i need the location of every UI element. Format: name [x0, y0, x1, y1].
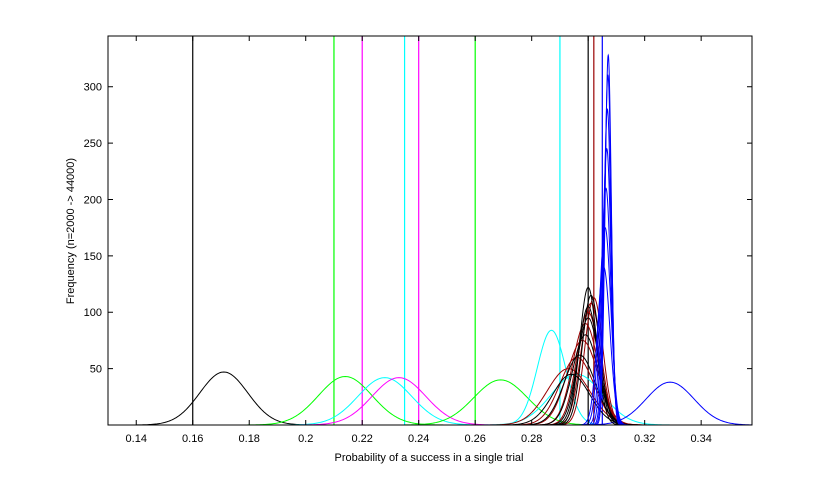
x-tick-label-6: 0.26	[464, 433, 485, 445]
series-line-7	[569, 381, 752, 425]
series-line-0	[122, 371, 325, 425]
x-axis-ticks: 0.14 0.16 0.18 0.2 0.22 0.24 0.26 0.28 0.3 0.32 0.…	[126, 36, 712, 445]
x-tick-label-3: 0.2	[298, 433, 313, 445]
x-tick-label-10: 0.34	[690, 433, 711, 445]
y-axis-ticks: 50 100 150 200 250 300	[84, 82, 752, 376]
y-tick-label-2: 150	[84, 251, 102, 263]
series-line-3	[286, 377, 512, 425]
series-line-21	[552, 286, 624, 425]
x-tick-label-5: 0.24	[408, 433, 429, 445]
x-tick-label-7: 0.28	[521, 433, 542, 445]
y-tick-label-5: 300	[84, 82, 102, 94]
plot-frame	[107, 35, 753, 426]
series-line-28	[595, 53, 622, 425]
series-line-2	[272, 377, 498, 425]
series-line-25	[588, 147, 625, 425]
x-tick-label-4: 0.22	[351, 433, 372, 445]
y-tick-label-0: 50	[90, 364, 102, 376]
x-tick-label-8: 0.3	[581, 433, 596, 445]
distribution-curves	[122, 53, 752, 425]
y-tick-label-3: 200	[84, 194, 102, 206]
series-line-4	[387, 379, 614, 425]
x-axis-label: Probability of a success in a single tri…	[335, 452, 524, 464]
x-tick-label-2: 0.18	[239, 433, 260, 445]
y-axis-label: Frequency (n=2000 -> 44000)	[65, 158, 77, 304]
x-tick-label-9: 0.32	[634, 433, 655, 445]
x-tick-label-0: 0.14	[126, 433, 147, 445]
y-tick-label-1: 100	[84, 307, 102, 319]
y-tick-label-4: 250	[84, 138, 102, 150]
plot-background	[108, 36, 752, 425]
x-tick-label-1: 0.16	[182, 433, 203, 445]
